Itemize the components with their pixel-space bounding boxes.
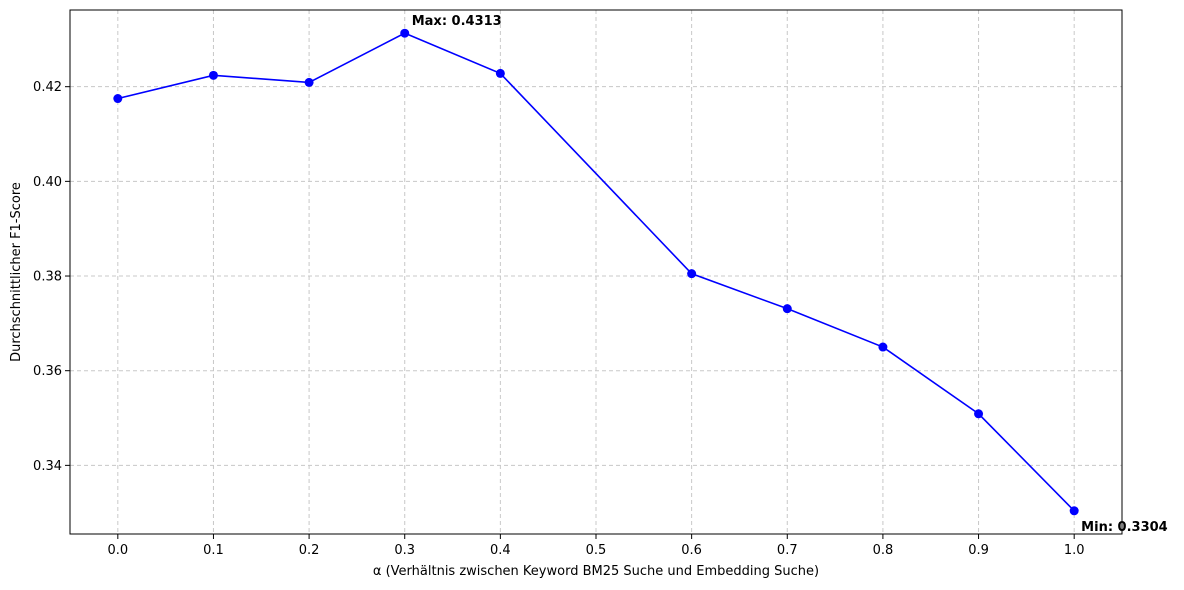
x-gridlines (117, 10, 1075, 534)
min-annotation: Min: 0.3304 (1081, 520, 1168, 535)
y-axis-ticks: 0.34 0.36 0.38 0.40 0.42 (33, 80, 70, 474)
data-point (1069, 506, 1079, 516)
x-tick-label: 0.6 (681, 543, 702, 558)
x-axis-label: α (Verhältnis zwischen Keyword BM25 Such… (373, 564, 819, 579)
x-tick-label: 0.9 (968, 543, 989, 558)
data-point (687, 269, 697, 279)
series-line (117, 32, 1075, 512)
data-point (208, 70, 218, 80)
annotations: Max: 0.4313 Min: 0.3304 (412, 14, 1168, 535)
y-axis-label: Durchschnittlicher F1-Score (9, 182, 24, 362)
max-annotation: Max: 0.4313 (412, 14, 502, 29)
data-point (304, 77, 314, 87)
y-gridlines (70, 86, 1122, 466)
y-tick-label: 0.42 (33, 80, 62, 95)
x-tick-label: 0.8 (873, 543, 894, 558)
y-tick-label: 0.36 (33, 364, 62, 379)
x-tick-label: 0.1 (203, 543, 224, 558)
data-point (400, 28, 410, 38)
x-tick-label: 0.0 (107, 543, 128, 558)
x-axis-ticks: 0.0 0.1 0.2 0.3 0.4 0.5 0.6 0.7 0.8 0.9 1.0 (107, 534, 1085, 558)
series-layer (113, 28, 1079, 516)
data-point (974, 409, 984, 419)
data-point (113, 94, 123, 104)
data-point (495, 68, 505, 78)
x-tick-label: 0.3 (394, 543, 415, 558)
x-tick-label: 0.5 (586, 543, 607, 558)
y-tick-label: 0.34 (33, 459, 62, 474)
y-tick-label: 0.40 (33, 175, 62, 190)
data-point (782, 304, 792, 314)
x-tick-label: 0.4 (490, 543, 511, 558)
data-point (878, 342, 888, 352)
x-tick-label: 0.2 (299, 543, 320, 558)
x-tick-label: 0.7 (777, 543, 798, 558)
x-tick-label: 1.0 (1064, 543, 1085, 558)
y-tick-label: 0.38 (33, 270, 62, 285)
